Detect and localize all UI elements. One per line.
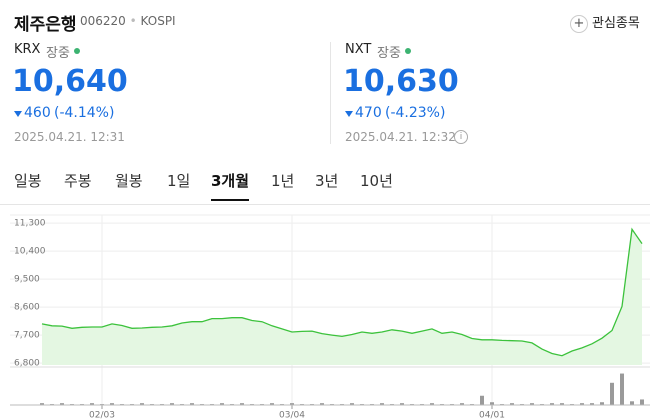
y-tick-label: 6,800 (14, 359, 40, 369)
volume-bar (590, 403, 594, 405)
x-tick-label: 02/03 (89, 411, 115, 420)
tab[interactable]: 1일 (167, 172, 191, 190)
volume-bar (270, 403, 274, 405)
volume-bar (620, 373, 624, 405)
change: 470 (355, 105, 382, 121)
x-tick-label: 04/01 (479, 411, 505, 420)
status-dot (74, 48, 80, 54)
status-dot (405, 48, 411, 54)
status: 장중 (377, 46, 401, 61)
volume-bar (290, 403, 294, 405)
change-pct: (-4.14%) (54, 105, 115, 121)
volume-bar (140, 403, 144, 405)
divider (330, 42, 331, 144)
volume-bar (350, 403, 354, 405)
volume-bar (490, 402, 494, 405)
tab[interactable]: 3개월 (211, 170, 250, 201)
volume-bar (560, 403, 564, 405)
volume-bar (380, 403, 384, 405)
line (41, 227, 643, 357)
y-tick-label: 8,600 (14, 303, 40, 313)
change: 460 (24, 105, 51, 121)
volume-bar (530, 403, 534, 405)
tab[interactable]: 주봉 (64, 172, 92, 190)
volume-bar (40, 403, 44, 405)
stock-name: 제주은행 (14, 15, 77, 35)
volume-bar (640, 399, 644, 405)
volume-bar (460, 403, 464, 405)
time: 2025.04.21. 12:32 (345, 130, 456, 144)
y-tick-label: 9,500 (14, 275, 40, 285)
down-arrow (14, 111, 22, 117)
volume-bar (600, 402, 604, 405)
volume-bar (550, 403, 554, 405)
tab[interactable]: 10년 (360, 172, 393, 190)
watch-button[interactable]: + 관심종목 (570, 12, 640, 33)
market: KOSPI (140, 14, 176, 28)
volume-bar (170, 403, 174, 405)
watch-label: 관심종목 (592, 16, 640, 31)
volume-bar (480, 395, 484, 405)
tab[interactable]: 일봉 (14, 172, 42, 190)
tab[interactable]: 1년 (271, 172, 295, 190)
volume-bar (430, 403, 434, 405)
status: 장중 (46, 46, 70, 61)
volume-bar (510, 403, 514, 405)
volume-bar (110, 403, 114, 405)
change-pct: (-4.23%) (385, 105, 446, 121)
price: 10,640 (12, 64, 128, 99)
down-arrow (345, 111, 353, 117)
info-icon[interactable]: i (454, 130, 468, 144)
code: 006220 (80, 14, 126, 28)
volume-bar (400, 403, 404, 405)
stock-code: 006220 • KOSPI (80, 14, 176, 28)
venue: NXT (345, 42, 372, 57)
volume-bar (90, 403, 94, 405)
y-tick-label: 10,400 (14, 247, 46, 257)
tab[interactable]: 3년 (315, 172, 339, 190)
volume-bar (610, 382, 614, 405)
x-tick-label: 03/04 (279, 411, 305, 420)
area (42, 229, 642, 365)
y-tick-label: 11,300 (14, 219, 46, 229)
volume-bar (630, 401, 634, 405)
price: 10,630 (343, 64, 459, 99)
volume-bar (190, 403, 194, 405)
tab[interactable]: 월봉 (115, 172, 143, 190)
volume-bar (60, 403, 64, 405)
volume-bar (320, 403, 324, 405)
time: 2025.04.21. 12:31 (14, 130, 125, 144)
volume-bar (240, 403, 244, 405)
volume-bar (580, 403, 584, 405)
y-tick-label: 7,700 (14, 331, 40, 341)
volume-bar (220, 403, 224, 405)
divider (0, 204, 650, 205)
venue: KRX (14, 42, 41, 57)
